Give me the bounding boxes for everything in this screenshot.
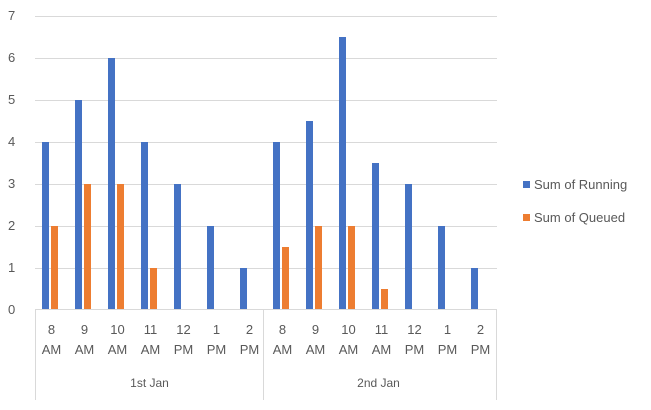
legend-label-running: Sum of Running [534, 176, 628, 192]
bar-running [141, 142, 148, 310]
group-divider [263, 310, 264, 400]
x-tick-label: 8 AM [272, 322, 293, 357]
x-tick-label: 10 AM [338, 322, 359, 357]
bar-running [405, 184, 412, 310]
legend-item-queued: Sum of Queued [523, 209, 627, 225]
bar-running [471, 268, 478, 310]
legend: Sum of Running Sum of Queued [523, 176, 627, 242]
bar-queued [84, 184, 91, 310]
y-tick-label: 1 [8, 259, 16, 275]
x-tick-label: 9 AM [305, 322, 326, 357]
bar-running [174, 184, 181, 310]
category-axis: 8 AM 9 AM 10 AM 11 AM 12 PM 1 PM 2 PM 1st Jan 8 AM 9 AM 10 A… [35, 309, 497, 400]
x-tick-label: 12 PM [173, 322, 194, 357]
bar-queued [381, 289, 388, 310]
y-tick-label: 6 [8, 49, 16, 65]
bar-running [339, 37, 346, 310]
bar-running [207, 226, 214, 310]
x-tick-label: 2 PM [470, 322, 491, 357]
axis-divider [496, 310, 497, 400]
x-tick-label: 2 PM [239, 322, 260, 357]
bar-running [240, 268, 247, 310]
x-tick-label: 8 AM [41, 322, 62, 357]
x-tick-label: 9 AM [74, 322, 95, 357]
group-label: 1st Jan [130, 376, 169, 390]
x-tick-label: 1 PM [437, 322, 458, 357]
legend-item-running: Sum of Running [523, 176, 627, 192]
y-tick-label: 0 [8, 301, 16, 317]
bar-running [306, 121, 313, 310]
legend-label-queued: Sum of Queued [534, 209, 626, 225]
bar-queued [315, 226, 322, 310]
bar-queued [282, 247, 289, 310]
x-tick-label: 11 AM [371, 322, 392, 357]
group-label: 2nd Jan [357, 376, 400, 390]
x-tick-label: 10 AM [107, 322, 128, 357]
y-tick-label: 5 [8, 91, 16, 107]
x-tick-label: 12 PM [404, 322, 425, 357]
x-tick-label: 1 PM [206, 322, 227, 357]
gridline [35, 100, 497, 101]
queued-swatch-icon [523, 213, 530, 221]
bar-running [42, 142, 49, 310]
y-tick-label: 3 [8, 175, 16, 191]
gridline [35, 226, 497, 227]
bar-queued [348, 226, 355, 310]
bar-queued [51, 226, 58, 310]
y-tick-label: 7 [8, 8, 16, 23]
gridline [35, 268, 497, 269]
x-axis-line [35, 309, 497, 310]
bar-running [438, 226, 445, 310]
plot-area [35, 16, 497, 310]
bar-running [372, 163, 379, 310]
running-swatch-icon [523, 180, 530, 188]
gridline [35, 142, 497, 143]
gridline [35, 16, 497, 17]
gridline [35, 58, 497, 59]
bar-running [273, 142, 280, 310]
bar-queued [117, 184, 124, 310]
axis-divider [35, 310, 36, 400]
bar-running [108, 58, 115, 310]
bar-queued [150, 268, 157, 310]
bar-running [75, 100, 82, 310]
y-tick-label: 2 [8, 217, 16, 233]
y-tick-label: 4 [8, 133, 16, 149]
x-tick-label: 11 AM [140, 322, 161, 357]
gridline [35, 184, 497, 185]
